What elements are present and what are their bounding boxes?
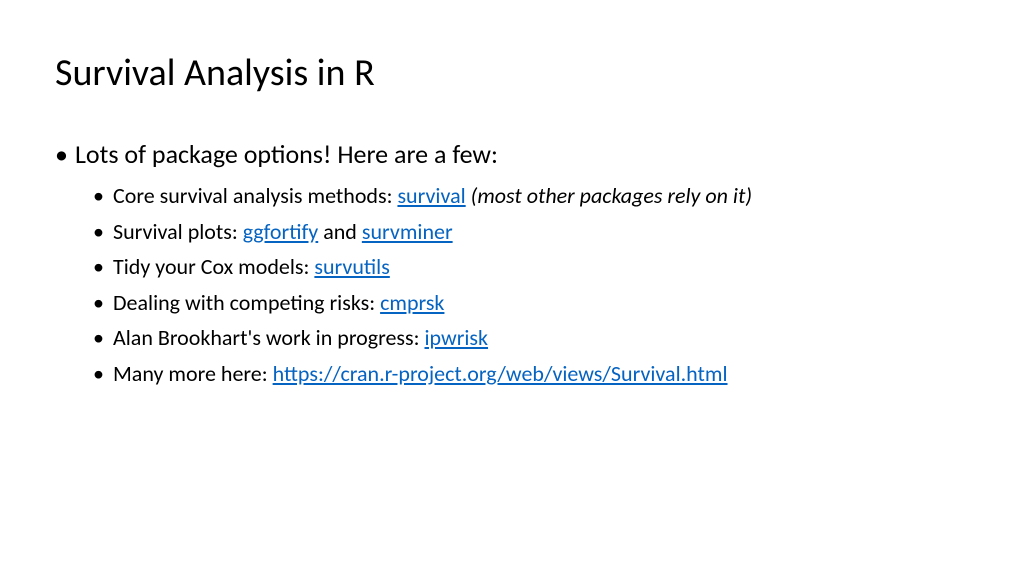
bullet-level2-item: Alan Brookhart's work in progress: ipwri… bbox=[93, 324, 969, 353]
bullet-level1-intro: Lots of package options! Here are a few: bbox=[55, 138, 969, 170]
bullet-text-prefix: Core survival analysis methods: bbox=[113, 182, 397, 209]
package-link[interactable]: https://cran.r-project.org/web/views/Sur… bbox=[273, 360, 728, 387]
bullet-note: (most other packages rely on it) bbox=[471, 182, 752, 209]
package-link[interactable]: survival bbox=[397, 182, 465, 209]
bullet-level2-item: Survival plots: ggfortify and survminer bbox=[93, 218, 969, 247]
bullet-list: Lots of package options! Here are a few:… bbox=[55, 138, 969, 389]
bullet-level2-item: Many more here: https://cran.r-project.o… bbox=[93, 360, 969, 389]
package-link[interactable]: survutils bbox=[314, 253, 389, 280]
bullet-level2-item: Dealing with competing risks: cmprsk bbox=[93, 289, 969, 318]
package-link[interactable]: ggfortify bbox=[243, 218, 318, 245]
bullet-level2-item: Core survival analysis methods: survival… bbox=[93, 182, 969, 211]
bullet-text-mid: and bbox=[318, 218, 362, 245]
package-link[interactable]: ipwrisk bbox=[424, 324, 488, 351]
slide-title: Survival Analysis in R bbox=[55, 50, 969, 96]
package-link[interactable]: cmprsk bbox=[380, 289, 444, 316]
bullet-text-prefix: Many more here: bbox=[113, 360, 273, 387]
bullet-level2-item: Tidy your Cox models: survutils bbox=[93, 253, 969, 282]
package-link[interactable]: survminer bbox=[362, 218, 453, 245]
bullet-text-prefix: Survival plots: bbox=[113, 218, 243, 245]
bullet-text-prefix: Alan Brookhart's work in progress: bbox=[113, 324, 424, 351]
bullet-text-prefix: Dealing with competing risks: bbox=[113, 289, 380, 316]
bullet-text-prefix: Tidy your Cox models: bbox=[113, 253, 314, 280]
